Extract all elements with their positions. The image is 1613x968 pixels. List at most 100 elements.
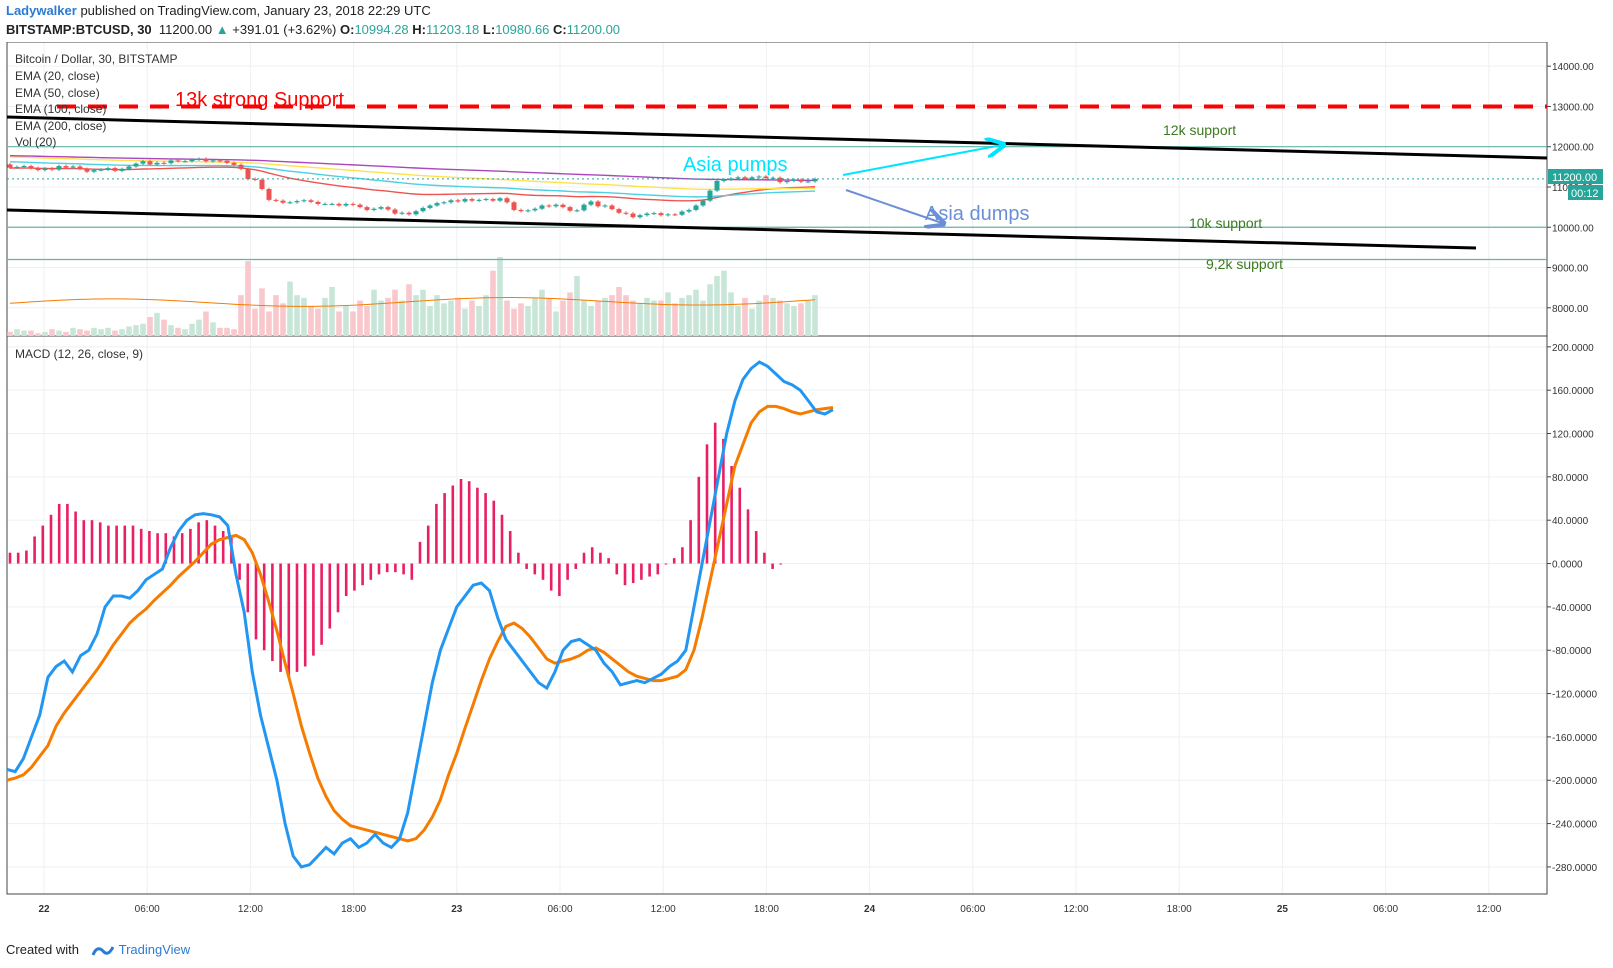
asia-dumps-arrow[interactable] xyxy=(845,189,942,223)
macd-tick-label: 160.0000 xyxy=(1552,386,1594,397)
volume-bar xyxy=(63,331,69,336)
macd-hist-bar xyxy=(779,563,783,565)
candle-body xyxy=(280,200,286,203)
candle-body xyxy=(392,209,398,214)
macd-hist-bar xyxy=(508,531,512,564)
support-10k-label: 10k support xyxy=(1189,215,1262,231)
macd-hist-bar xyxy=(123,525,127,564)
volume-bar xyxy=(455,297,461,336)
macd-tick-label: 120.0000 xyxy=(1552,430,1594,441)
candle-body xyxy=(707,190,713,201)
tradingview-link[interactable]: TradingView xyxy=(118,942,191,957)
ema-line[interactable] xyxy=(9,166,816,202)
legend-ema100[interactable]: EMA (100, close) xyxy=(15,102,106,116)
volume-bar xyxy=(441,303,447,336)
volume-bar xyxy=(217,327,223,336)
legend-ema200[interactable]: EMA (200, close) xyxy=(15,119,106,133)
macd-hist-bar xyxy=(418,541,422,564)
asia-pumps-label: Asia pumps xyxy=(683,154,788,176)
candle-body xyxy=(322,203,328,205)
low-value: 10980.66 xyxy=(495,22,550,37)
volume-bar xyxy=(721,270,727,336)
price-legend: Bitcoin / Dollar, 30, BITSTAMP EMA (20, … xyxy=(15,52,178,149)
time-tick-label: 06:00 xyxy=(1373,904,1398,915)
time-tick-label: 12:00 xyxy=(238,904,263,915)
candle-body xyxy=(98,169,104,171)
time-tick-label: 18:00 xyxy=(1167,904,1192,915)
countdown-tag xyxy=(1568,185,1603,200)
candle-body xyxy=(777,177,783,183)
low-label: L: xyxy=(482,22,496,37)
ema-line[interactable] xyxy=(9,154,816,182)
candle-body xyxy=(637,215,643,218)
chart-canvas[interactable]: 13k strong Support Asia pumps Asia dumps… xyxy=(0,42,1613,936)
candle-body xyxy=(483,199,489,201)
volume-bar xyxy=(238,295,244,336)
volume-bar xyxy=(147,316,153,336)
candle-body xyxy=(168,160,174,164)
macd-hist-bar xyxy=(607,558,610,564)
macd-hist-bar xyxy=(484,493,487,564)
volume-bar xyxy=(560,300,566,336)
candle-body xyxy=(7,164,13,168)
volume-bar xyxy=(574,276,580,336)
candle-body xyxy=(455,200,461,202)
asia-pumps-arrow[interactable] xyxy=(842,145,1002,176)
volume-bar xyxy=(427,306,433,336)
macd-hist-bar xyxy=(139,528,143,564)
macd-hist-bar xyxy=(697,476,701,564)
candle-body xyxy=(728,178,734,180)
tradingview-logo-icon xyxy=(91,945,114,956)
signal-line xyxy=(6,404,834,843)
legend-ema50[interactable]: EMA (50, close) xyxy=(15,86,100,100)
volume-bar xyxy=(357,300,363,336)
macd-hist-bar xyxy=(90,520,94,564)
candle-body xyxy=(154,162,160,165)
up-arrow-icon: ▲ xyxy=(215,22,229,37)
candle-body xyxy=(644,213,650,216)
created-with-text: Created with xyxy=(6,942,79,957)
candle-body xyxy=(140,161,146,164)
lower-trendline[interactable] xyxy=(6,208,1477,250)
candle-body xyxy=(469,199,475,201)
macd-hist-bar xyxy=(156,533,159,564)
legend-ema20[interactable]: EMA (20, close) xyxy=(15,69,100,83)
legend-vol[interactable]: Vol (20) xyxy=(15,135,56,149)
macd-hist-bar xyxy=(361,563,364,586)
ema-line[interactable] xyxy=(9,156,816,191)
macd-hist-bar xyxy=(221,531,225,564)
macd-hist-bar xyxy=(426,525,430,564)
volume-bar xyxy=(406,284,412,336)
macd-hist-bar xyxy=(631,563,635,584)
author-link[interactable]: Ladywalker xyxy=(6,3,77,18)
candle-body xyxy=(63,166,69,168)
macd-hist-bar xyxy=(722,438,725,564)
macd-title[interactable]: MACD (12, 26, close, 9) xyxy=(15,347,143,361)
candle-body xyxy=(511,202,517,210)
candle-body xyxy=(518,209,524,212)
candle-body xyxy=(476,199,482,201)
macd-hist-bar xyxy=(41,525,45,564)
ema-line[interactable] xyxy=(9,161,816,198)
volume-bar xyxy=(735,306,741,336)
symbol-title: Bitcoin / Dollar, 30, BITSTAMP xyxy=(15,52,178,66)
upper-trendline[interactable] xyxy=(6,115,1548,160)
volume-bar xyxy=(532,297,538,336)
volume-bar xyxy=(812,295,818,336)
volume-bar xyxy=(280,303,286,336)
volume-bar xyxy=(490,270,496,336)
candle-body xyxy=(574,210,580,212)
macd-hist-bar xyxy=(541,563,545,580)
symbol-label[interactable]: BITSTAMP:BTCUSD, 30 xyxy=(6,22,152,37)
volume-bar xyxy=(637,303,643,336)
candle-body xyxy=(784,180,790,183)
candle-body xyxy=(602,205,608,207)
macd-hist-bar xyxy=(525,563,528,569)
candle-body xyxy=(616,209,622,213)
macd-hist-bar xyxy=(213,525,217,564)
candle-body xyxy=(770,177,776,179)
countdown-tag-text: 00:12 xyxy=(1571,188,1599,200)
candle-body xyxy=(812,178,818,182)
volume-bar xyxy=(224,327,230,336)
macd-hist-bar xyxy=(98,522,102,564)
